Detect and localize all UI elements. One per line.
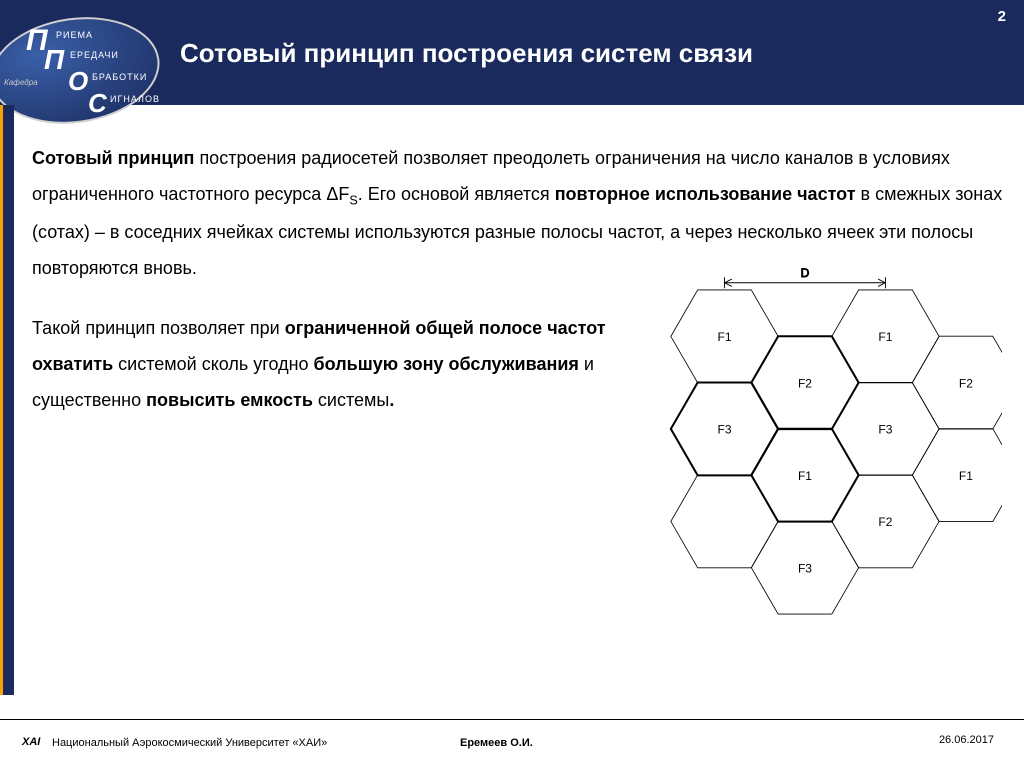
svg-text:F1: F1: [717, 330, 731, 344]
cellular-hex-diagram: D F1 F1 F2 F2 F3 F3 F1 F1 F2 F3: [632, 260, 1002, 620]
paragraph-2: Такой принцип позволяет при ограниченной…: [32, 310, 642, 418]
svg-text:F3: F3: [798, 561, 812, 575]
svg-text:F2: F2: [959, 376, 973, 390]
footer-logo-text: ХАІ: [22, 736, 40, 748]
svg-text:F1: F1: [878, 330, 892, 344]
footer-university: Национальный Аэрокосмический Университет…: [52, 737, 327, 749]
footer-author: Еремеев О.И.: [460, 737, 533, 749]
svg-text:F2: F2: [878, 515, 892, 529]
logo-word-obrabotki: БРАБОТКИ: [92, 72, 147, 82]
svg-text:D: D: [801, 266, 810, 280]
logo-letter-o: О: [68, 66, 88, 97]
svg-text:F2: F2: [798, 376, 812, 390]
term-capacity: повысить емкость: [146, 390, 313, 410]
svg-text:F1: F1: [959, 469, 973, 483]
logo-word-signalov: ИГНАЛОВ: [110, 94, 160, 104]
logo-letter-c: С: [88, 88, 107, 119]
page-number: 2: [998, 8, 1006, 25]
slide-footer: ХАІ Национальный Аэрокосмический Универс…: [0, 719, 1024, 767]
logo-word-priema: РИЕМА: [56, 30, 93, 40]
slide-title: Сотовый принцип построения систем связи: [180, 38, 753, 69]
term-cell-principle: Сотовый принцип: [32, 148, 194, 168]
logo-word-peredachi: ЕРЕДАЧИ: [70, 50, 119, 60]
footer-date: 26.06.2017: [939, 734, 994, 746]
department-logo: П РИЕМА П ЕРЕДАЧИ О БРАБОТКИ С ИГНАЛОВ К…: [0, 0, 160, 140]
logo-kafedra-label: Кафедра: [4, 78, 38, 87]
svg-text:F3: F3: [717, 423, 731, 437]
svg-text:F1: F1: [798, 469, 812, 483]
svg-text:F3: F3: [878, 423, 892, 437]
left-accent-stripe: [0, 105, 14, 695]
term-freq-reuse: повторное использование частот: [555, 184, 856, 204]
term-large-zone: большую зону обслуживания: [314, 354, 579, 374]
logo-letter-p2: П: [44, 44, 64, 76]
